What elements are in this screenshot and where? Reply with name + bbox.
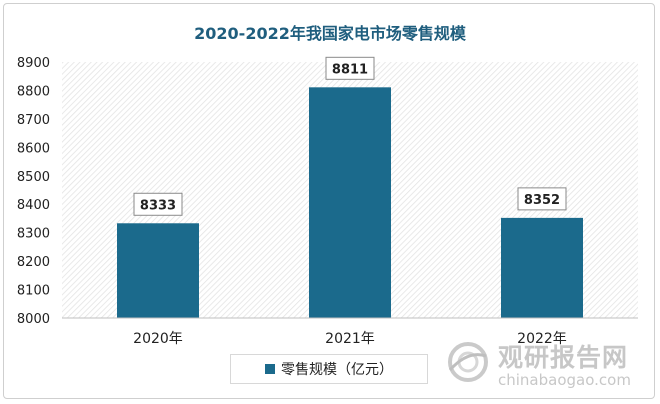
- y-tick-label: 8200: [17, 255, 50, 270]
- y-tick-label: 8800: [17, 84, 50, 99]
- data-label: 8811: [332, 62, 368, 77]
- x-axis: 2020年 2021年 2022年: [133, 331, 567, 347]
- y-tick-label: 8600: [17, 141, 50, 156]
- legend-label: 零售规模（亿元）: [281, 362, 393, 378]
- watermark-cn: 观研报告网: [498, 343, 629, 372]
- y-tick-label: 8300: [17, 227, 50, 242]
- data-label-box: [325, 56, 375, 80]
- watermark: 观研报告网 chinabaogao.com: [440, 336, 654, 392]
- data-label-box: [133, 192, 183, 216]
- legend-swatch: [265, 364, 275, 374]
- y-tick-label: 8100: [17, 284, 50, 299]
- data-label: 8333: [140, 198, 176, 213]
- bar: [117, 223, 199, 318]
- x-tick-label: 2022年: [517, 331, 567, 347]
- y-tick-label: 8900: [17, 56, 50, 71]
- chart-title: 2020-2022年我国家电市场零售规模: [194, 24, 466, 43]
- x-tick-label: 2021年: [325, 331, 375, 347]
- y-tick-label: 8700: [17, 113, 50, 128]
- y-tick-label: 8500: [17, 170, 50, 185]
- y-tick-label: 8000: [17, 312, 50, 327]
- y-tick-label: 8400: [17, 198, 50, 213]
- y-axis: 8000 8100 8200 8300 8400 8500 8600 8700 8800 8900: [17, 56, 50, 327]
- bar: [309, 87, 391, 318]
- bar: [501, 217, 583, 318]
- watermark-logo-icon: [448, 342, 488, 382]
- legend: 零售规模（亿元）: [230, 354, 428, 384]
- bars: 8333 8811 8352: [117, 56, 583, 318]
- x-tick-label: 2020年: [133, 331, 183, 347]
- watermark-en: chinabaogao.com: [498, 371, 631, 389]
- data-label: 8352: [524, 193, 560, 208]
- data-label-box: [517, 187, 567, 211]
